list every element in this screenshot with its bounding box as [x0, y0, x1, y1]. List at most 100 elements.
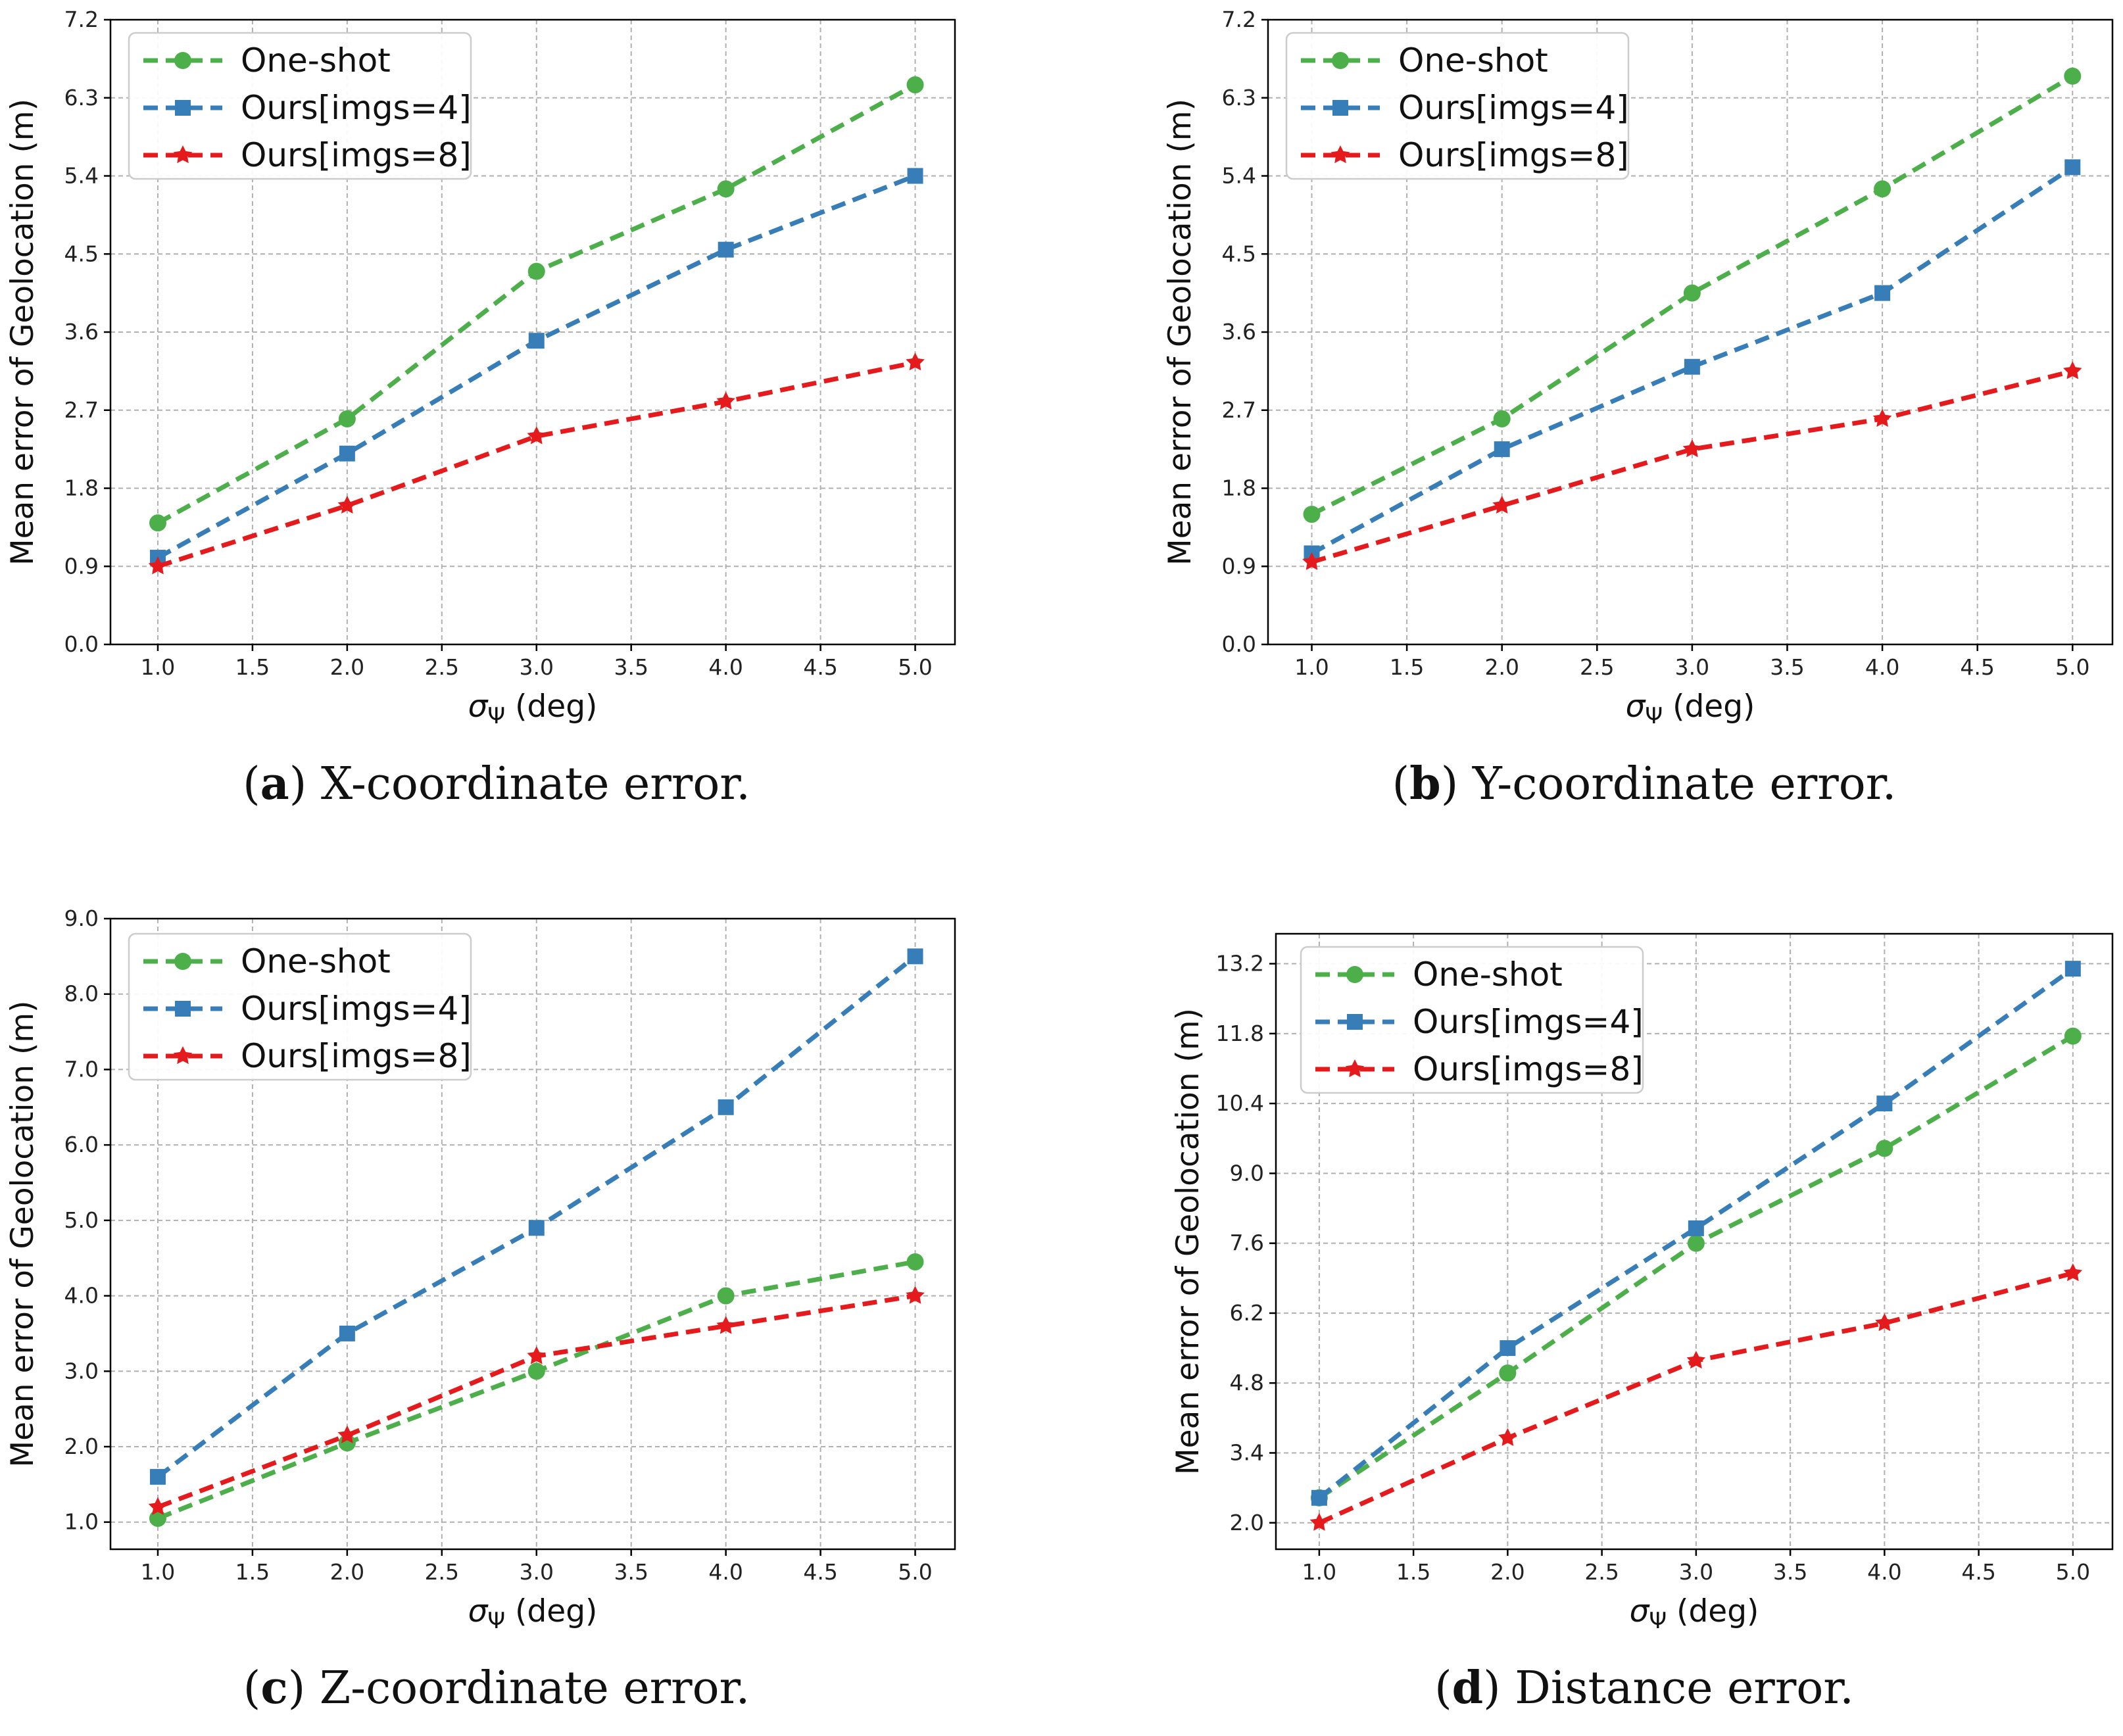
plot-frame [1275, 932, 2114, 1551]
x-tick-label: 3.5 [1770, 654, 1804, 680]
x-tick-label: 5.0 [898, 1559, 932, 1585]
series-ours-imgs-4 [1311, 961, 2081, 1506]
x-tick-label: 4.0 [1865, 654, 1899, 680]
legend-entry-ours-imgs-4: Ours[imgs=4] [241, 990, 472, 1028]
data-point [2064, 1027, 2082, 1045]
x-tick-label: 3.0 [1679, 1559, 1713, 1585]
legend-marker [1332, 52, 1349, 69]
data-point [2064, 67, 2082, 85]
x-tick-label: 5.0 [2056, 1559, 2090, 1585]
x-tick-label: 1.0 [141, 1559, 175, 1585]
data-point [906, 76, 924, 93]
chart-b: 1.0 1.5 2.0 2.5 3.0 3.5 4.0 4.5 5.0 0.0 0.9 1.8 2.7 3… [1162, 7, 2114, 810]
x-tick-label: 3.0 [520, 1559, 554, 1585]
caption-c: (c) Z-coordinate error. [243, 1662, 750, 1714]
y-axis-label: Mean error of Geolocation (m) [5, 99, 41, 566]
y-tick-label: 4.5 [64, 241, 99, 266]
data-point [1874, 180, 1891, 198]
data-point [527, 262, 545, 280]
plot-frame [109, 18, 956, 646]
series-line [1310, 74, 2074, 517]
x-tick-label: 1.5 [1396, 1559, 1430, 1585]
plot-frame [1267, 18, 2114, 646]
x-tick-label: 4.5 [803, 654, 837, 680]
legend-marker [1345, 1059, 1365, 1078]
x-tick-label: 4.0 [708, 654, 743, 680]
data-point [528, 333, 545, 349]
legend-marker [1346, 966, 1363, 983]
data-point [527, 426, 546, 445]
x-tick-label: 2.0 [330, 654, 364, 680]
series-one-shot [1303, 67, 2082, 523]
legend-marker [173, 1046, 193, 1065]
x-tick-label: 1.0 [141, 654, 175, 680]
series-ours-imgs-8 [148, 352, 925, 575]
series-line [1311, 369, 2074, 565]
y-tick-label: 3.4 [1230, 1439, 1264, 1465]
data-point [1876, 1096, 1893, 1112]
y-tick-label: 7.2 [64, 7, 99, 32]
x-tick-label: 2.0 [1484, 654, 1519, 680]
y-tick-label: 5.0 [64, 1207, 99, 1233]
legend-entry-one-shot: One-shot [241, 41, 391, 80]
y-tick-label: 1.8 [1222, 475, 1256, 501]
y-axis-label: Mean error of Geolocation (m) [1162, 99, 1198, 566]
data-point [1687, 1234, 1705, 1252]
legend: One-shot Ours[imgs=4] Ours[imgs=8] [1300, 946, 1644, 1094]
legend-entry-ours-imgs-8: Ours[imgs=8] [241, 136, 472, 174]
y-tick-label: 3.6 [1222, 319, 1256, 345]
data-point [1688, 1220, 1704, 1236]
x-tick-label: 1.5 [235, 654, 270, 680]
series-line [1318, 1270, 2074, 1525]
data-point [1683, 284, 1701, 302]
data-point [1498, 1428, 1517, 1446]
y-tick-label: 13.2 [1216, 951, 1264, 976]
data-point [1311, 1489, 1327, 1506]
y-tick-label: 6.0 [64, 1132, 99, 1157]
legend-box [128, 32, 472, 180]
x-tick-label: 1.0 [1302, 1559, 1336, 1585]
legend-entry-one-shot: One-shot [241, 942, 391, 980]
legend-entry-ours-imgs-8: Ours[imgs=8] [1413, 1050, 1644, 1088]
legend-marker [175, 1001, 191, 1017]
y-tick-label: 7.2 [1222, 7, 1256, 32]
x-tick-label: 4.5 [803, 1559, 837, 1585]
x-tick-label: 4.0 [708, 1559, 743, 1585]
y-tick-label: 5.4 [1222, 163, 1256, 189]
series-line [1310, 165, 2074, 556]
legend-marker [174, 52, 191, 69]
data-point [338, 410, 356, 427]
x-tick-label: 4.5 [1960, 654, 1994, 680]
legend: One-shot Ours[imgs=4] Ours[imgs=8] [128, 932, 472, 1081]
legend-marker [1330, 145, 1350, 164]
y-tick-label: 7.0 [64, 1056, 99, 1082]
chart-a: 1.0 1.5 2.0 2.5 3.0 3.5 4.0 4.5 5.0 0.0 0.9 1.8 2.7 3… [5, 7, 956, 810]
x-tick-label: 2.5 [425, 1559, 459, 1585]
data-point [907, 948, 923, 965]
y-tick-label: 2.0 [64, 1434, 99, 1459]
x-tick-label: 3.5 [614, 1559, 648, 1585]
data-point [149, 1509, 166, 1527]
x-tick-label: 4.0 [1867, 1559, 1901, 1585]
chart-d: 1.0 1.5 2.0 2.5 3.0 3.5 4.0 4.5 5.0 2.0 3.4 4.8 6.2 7… [1170, 932, 2114, 1714]
caption-d: (d) Distance error. [1434, 1662, 1854, 1714]
data-point [148, 556, 168, 575]
x-tick-label: 3.5 [1773, 1559, 1807, 1585]
data-point [1876, 1140, 1893, 1157]
y-tick-label: 3.0 [64, 1358, 99, 1384]
data-point [2063, 361, 2082, 379]
plot-frame [109, 917, 956, 1551]
legend-marker [1347, 1014, 1363, 1030]
y-tick-label: 2.7 [1222, 397, 1256, 423]
data-point [527, 1362, 545, 1380]
data-point [716, 1316, 735, 1334]
legend-box [128, 932, 472, 1081]
series-line [1317, 967, 2074, 1500]
y-tick-label: 9.0 [1230, 1160, 1264, 1186]
legend: One-shot Ours[imgs=4] Ours[imgs=8] [128, 32, 472, 180]
data-point [1872, 408, 1892, 427]
data-point [527, 1346, 546, 1364]
data-point [907, 168, 923, 184]
x-tick-label: 5.0 [2055, 654, 2089, 680]
data-point [717, 1287, 735, 1305]
